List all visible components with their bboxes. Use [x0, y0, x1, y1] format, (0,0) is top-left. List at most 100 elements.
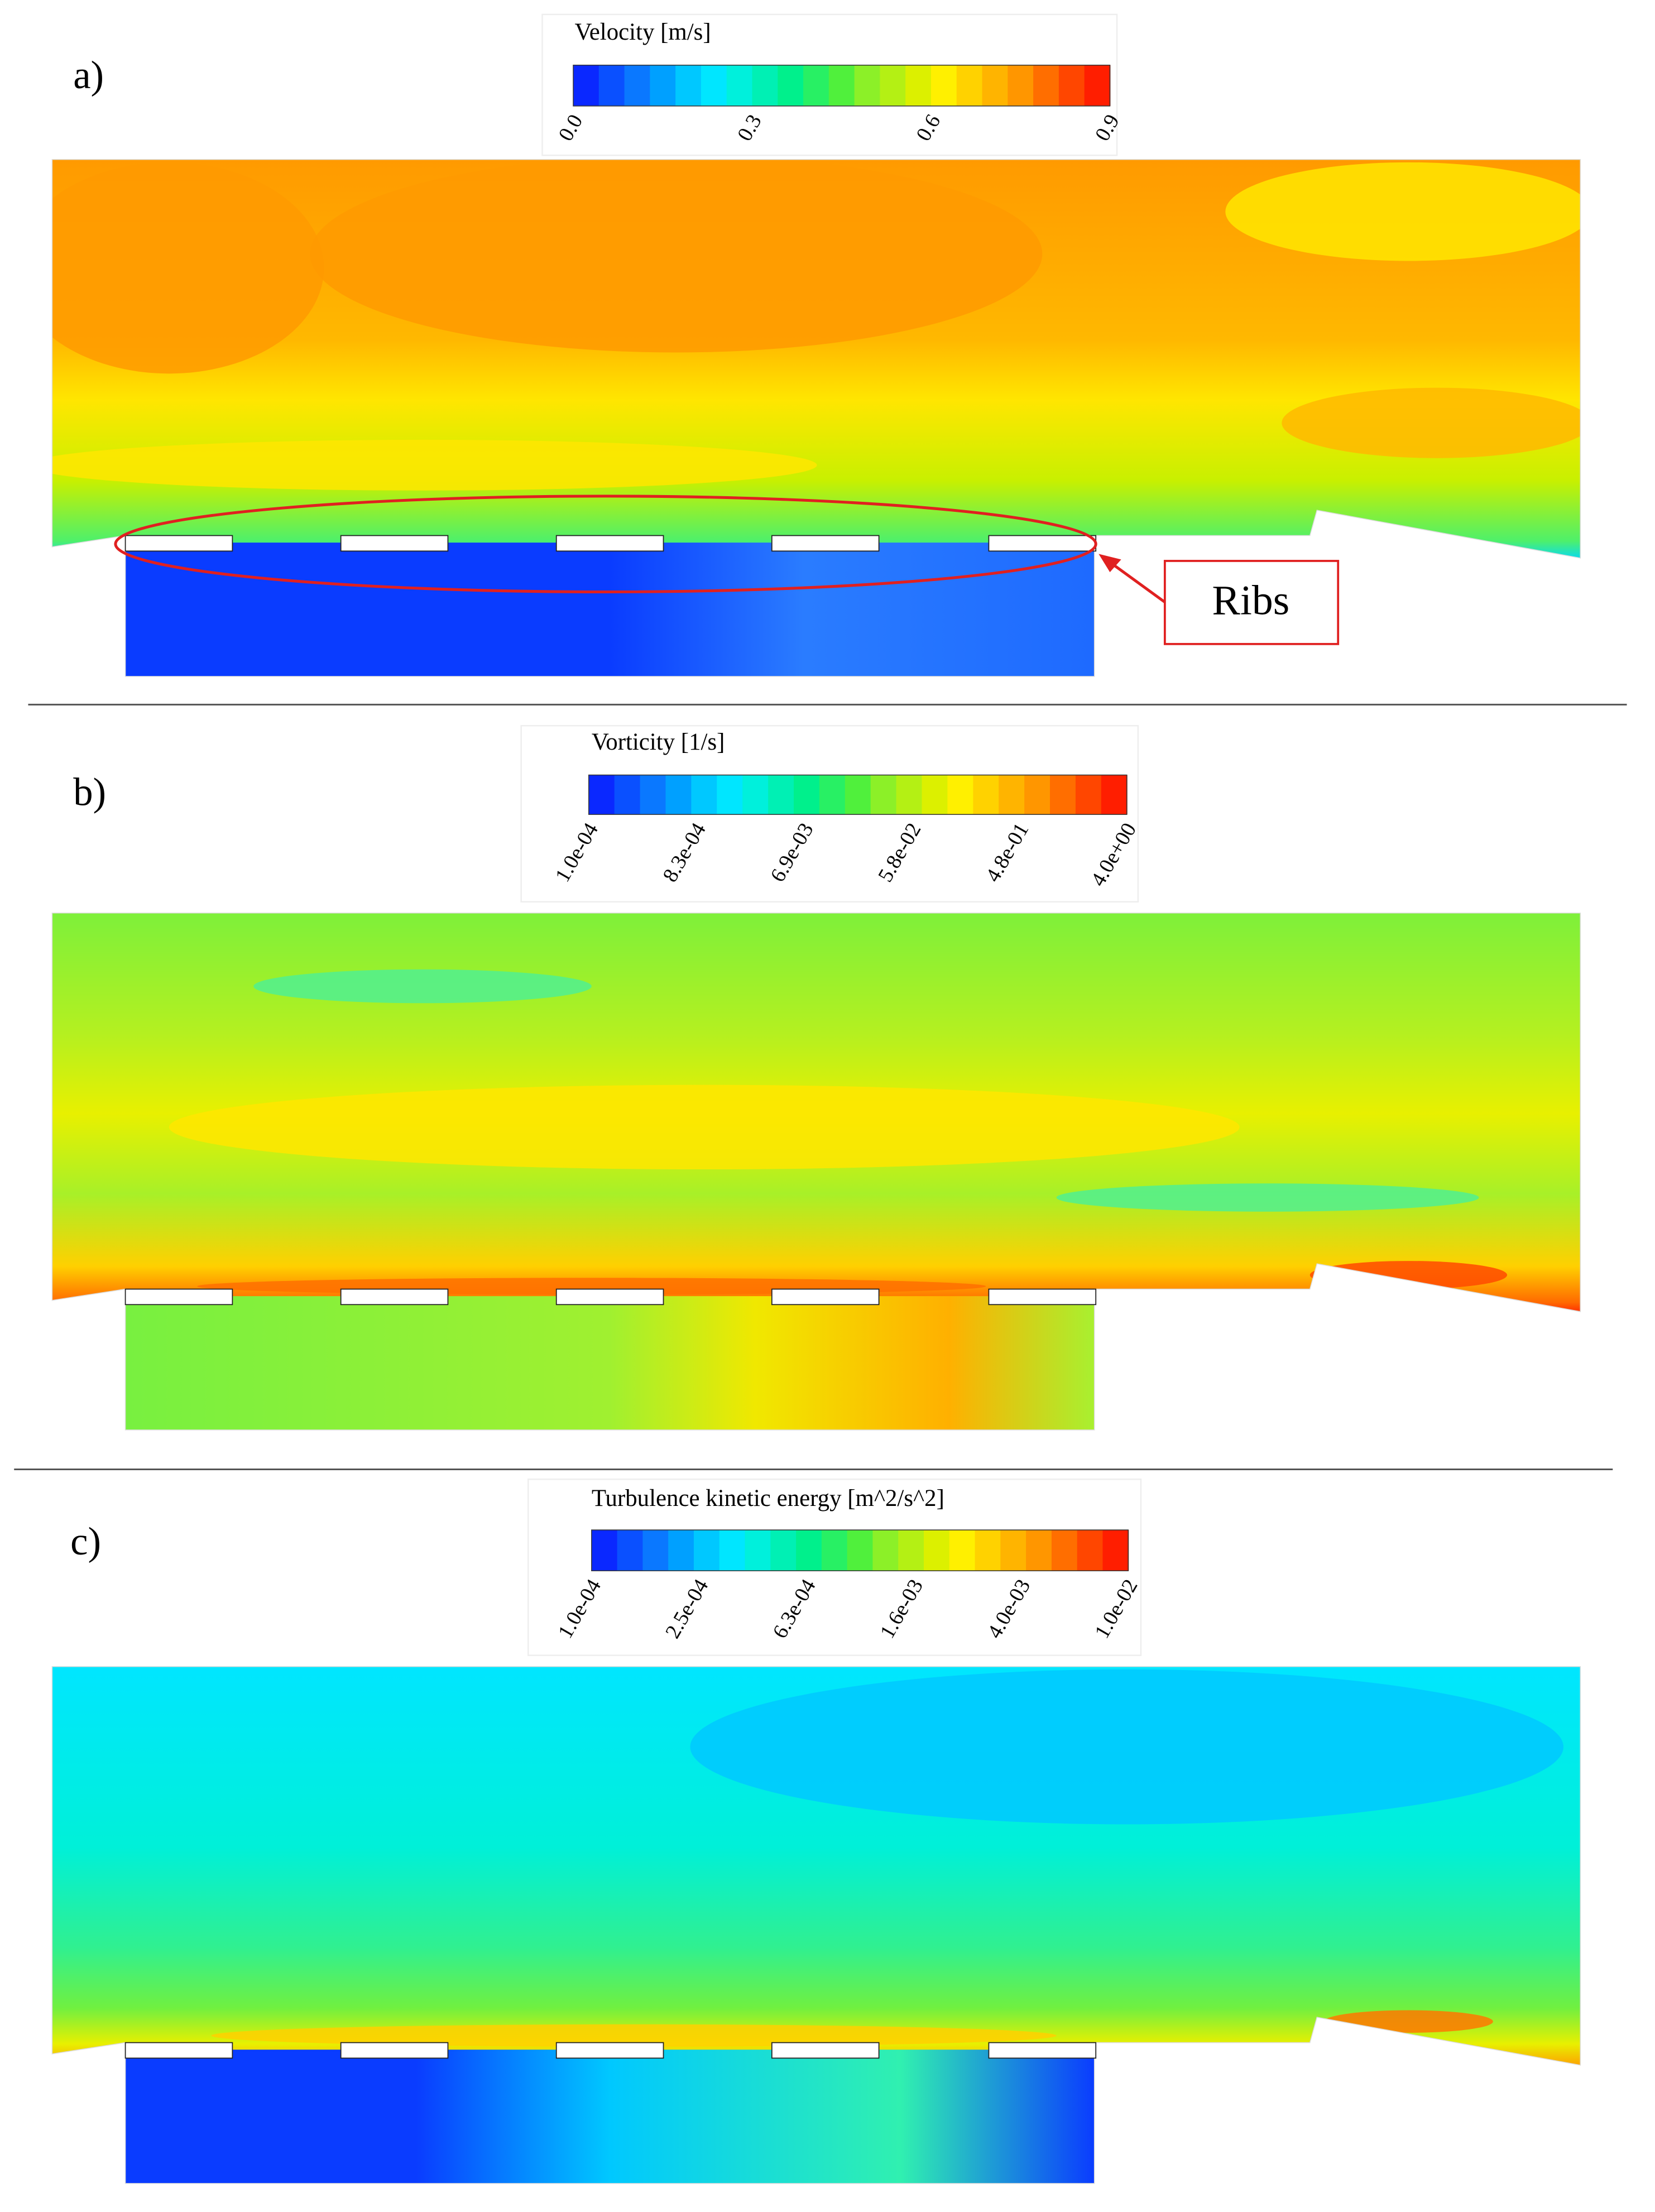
colorbar-band	[821, 1530, 848, 1571]
colorbar-band	[701, 65, 727, 106]
rib	[555, 2042, 664, 2059]
colorbar-band	[693, 1530, 720, 1571]
colorbar-band	[872, 1530, 899, 1571]
panel: c)Turbulence kinetic energy [m^2/s^2]1.0…	[51, 1478, 1581, 2184]
colorbar-band	[896, 775, 923, 815]
colorbar-band	[1077, 1530, 1104, 1571]
colorbar-band	[640, 775, 666, 815]
contour-region	[52, 439, 817, 491]
contour-field	[52, 159, 1581, 676]
annotation-text: Ribs	[1212, 578, 1289, 624]
contour-region	[310, 159, 1043, 353]
contour-region	[169, 1085, 1240, 1170]
colorbar-band	[870, 775, 897, 815]
colorbar-outline	[573, 64, 1111, 107]
colorbar-band	[691, 775, 718, 815]
contour-region	[52, 162, 324, 374]
colorbar-band	[956, 65, 983, 106]
colorbar-band	[642, 1530, 669, 1571]
colorbar-band	[796, 1530, 822, 1571]
rib	[340, 1288, 449, 1306]
rib	[988, 2042, 1097, 2059]
rib	[988, 535, 1097, 552]
cavity-flow	[125, 1296, 1095, 1430]
colorbar-band	[803, 65, 829, 106]
panel: b)Vorticity [1/s]1.0e-04 8.3e-04 6.9e-03 5.…	[51, 724, 1581, 1431]
contour-region	[1324, 2010, 1493, 2033]
arrow-head	[1098, 554, 1121, 573]
colorbar-band	[752, 65, 779, 106]
cavity-flow	[125, 2050, 1095, 2184]
panel-label: c)	[70, 1520, 101, 1563]
contour-region	[211, 2024, 1057, 2047]
colorbar-band	[778, 65, 804, 106]
colorbar-band	[922, 775, 948, 815]
colorbar-band	[793, 775, 820, 815]
colorbar-outline	[591, 1529, 1129, 1571]
colorbar-title: Vorticity [1/s]	[592, 729, 725, 755]
colorbar-band	[828, 65, 855, 106]
contour-field	[52, 913, 1581, 1430]
rib	[555, 535, 664, 552]
contour-region	[1282, 387, 1581, 458]
colorbar-band	[1101, 775, 1128, 815]
contour-region	[1225, 162, 1581, 261]
colorbar-band	[975, 1530, 1001, 1571]
rib	[555, 1288, 664, 1306]
colorbar-band	[1050, 775, 1076, 815]
rib	[771, 2042, 880, 2059]
colorbar-band	[650, 65, 677, 106]
rib	[988, 1288, 1097, 1306]
colorbar-band	[719, 1530, 746, 1571]
colorbar-band	[665, 775, 692, 815]
colorbar-outline	[588, 774, 1128, 815]
rib-highlight	[114, 495, 1097, 593]
colorbar-band	[898, 1530, 925, 1571]
colorbar-band	[742, 775, 769, 815]
colorbar-band	[905, 65, 932, 106]
colorbar-band	[973, 775, 1000, 815]
colorbar-band	[1026, 1530, 1052, 1571]
colorbar-band	[1058, 65, 1085, 106]
colorbar-band	[845, 775, 871, 815]
colorbar-band	[717, 775, 743, 815]
rib	[124, 2042, 233, 2059]
cavity-flow	[125, 543, 1095, 676]
colorbar-band	[1051, 1530, 1078, 1571]
rib	[771, 1288, 880, 1306]
colorbar-band	[768, 775, 795, 815]
colorbar-band	[675, 65, 702, 106]
colorbar-band	[598, 65, 625, 106]
colorbar-band	[726, 65, 753, 106]
colorbar-band	[624, 65, 651, 106]
colorbar-band	[1033, 65, 1059, 106]
colorbar-band	[819, 775, 846, 815]
colorbar-band	[1000, 1530, 1027, 1571]
colorbar-title: Turbulence kinetic energy [m^2/s^2]	[592, 1485, 944, 1512]
rib	[124, 535, 233, 552]
colorbar-band	[847, 1530, 874, 1571]
rib	[124, 1288, 233, 1306]
contour-region	[1056, 1183, 1479, 1212]
rib	[340, 535, 449, 552]
colorbar-band	[614, 775, 641, 815]
contour-region	[253, 969, 592, 1004]
colorbar-band	[999, 775, 1025, 815]
contour-region	[690, 1669, 1563, 1825]
colorbar-band	[770, 1530, 797, 1571]
colorbar-band	[854, 65, 881, 106]
colorbar-band	[949, 1530, 976, 1571]
panel-label: b)	[73, 771, 106, 814]
contour-field	[52, 1666, 1581, 2184]
rib	[340, 2042, 449, 2059]
colorbar-band	[1075, 775, 1102, 815]
colorbar-band	[617, 1530, 644, 1571]
colorbar-band	[1084, 65, 1111, 106]
colorbar-band	[923, 1530, 950, 1571]
rib	[771, 535, 880, 552]
colorbar-band	[588, 775, 615, 815]
colorbar-band	[947, 775, 974, 815]
contour-region	[1309, 1261, 1508, 1289]
